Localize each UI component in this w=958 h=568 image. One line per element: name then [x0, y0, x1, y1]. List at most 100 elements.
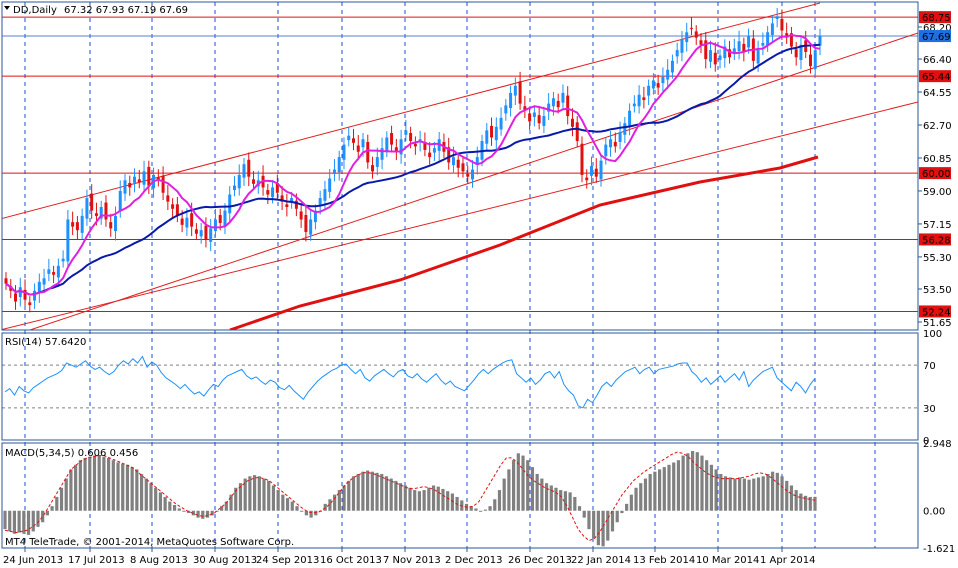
macd-histogram-bar[interactable] [450, 493, 454, 511]
macd-histogram-bar[interactable] [125, 464, 130, 511]
candle-body[interactable] [775, 16, 779, 19]
candle-body[interactable] [380, 148, 384, 160]
macd-histogram-bar[interactable] [629, 494, 633, 511]
candle-body[interactable] [471, 169, 475, 180]
candle-body[interactable] [675, 50, 679, 57]
macd-histogram-bar[interactable] [139, 473, 144, 511]
candle-body[interactable] [632, 103, 636, 107]
macd-histogram-bar[interactable] [446, 491, 450, 511]
macd-histogram-bar[interactable] [620, 510, 624, 514]
candle-body[interactable] [375, 157, 379, 167]
candle-body[interactable] [647, 85, 651, 96]
macd-histogram-bar[interactable] [149, 483, 153, 511]
macd-histogram-bar[interactable] [276, 490, 280, 511]
macd-histogram-bar[interactable] [102, 456, 106, 511]
macd-histogram-bar[interactable] [549, 485, 553, 511]
candle-body[interactable] [113, 215, 117, 232]
candle-body[interactable] [52, 272, 56, 275]
macd-histogram-bar[interactable] [130, 467, 134, 511]
macd-histogram-bar[interactable] [648, 473, 652, 511]
macd-histogram-bar[interactable] [257, 476, 261, 511]
candle-body[interactable] [818, 36, 822, 46]
macd-histogram-bar[interactable] [441, 488, 445, 511]
candle-body[interactable] [799, 44, 803, 60]
macd-histogram-bar[interactable] [333, 494, 337, 511]
candle-body[interactable] [728, 49, 732, 58]
macd-histogram-bar[interactable] [55, 496, 59, 511]
macd-histogram-bar[interactable] [267, 480, 271, 511]
candle-body[interactable] [280, 195, 284, 202]
candle-body[interactable] [23, 289, 27, 300]
macd-histogram-bar[interactable] [643, 478, 648, 511]
macd-histogram-bar[interactable] [808, 496, 812, 511]
macd-histogram-bar[interactable] [361, 471, 365, 511]
macd-histogram-bar[interactable] [252, 475, 257, 511]
macd-histogram-bar[interactable] [281, 494, 285, 511]
candle-body[interactable] [685, 32, 689, 43]
macd-histogram-bar[interactable] [12, 510, 17, 534]
macd-histogram-bar[interactable] [22, 510, 26, 534]
channel-line[interactable] [29, 32, 918, 330]
macd-histogram-bar[interactable] [323, 503, 327, 511]
candle-body[interactable] [133, 176, 137, 183]
macd-histogram-bar[interactable] [714, 469, 718, 511]
candle-body[interactable] [347, 135, 351, 141]
candle-body[interactable] [456, 159, 460, 168]
candle-body[interactable] [42, 278, 46, 285]
candle-body[interactable] [242, 164, 246, 178]
macd-histogram-bar[interactable] [474, 508, 478, 511]
candle-body[interactable] [175, 204, 179, 216]
candle-body[interactable] [594, 168, 598, 177]
candle-body[interactable] [166, 195, 170, 202]
candle-body[interactable] [785, 33, 789, 38]
macd-histogram-bar[interactable] [215, 510, 219, 512]
macd-histogram-bar[interactable] [413, 490, 417, 511]
candle-body[interactable] [732, 48, 736, 53]
candle-body[interactable] [709, 50, 713, 62]
candle-body[interactable] [718, 55, 722, 60]
candle-body[interactable] [599, 160, 603, 180]
macd-histogram-bar[interactable] [64, 478, 68, 511]
macd-histogram-bar[interactable] [775, 472, 779, 511]
macd-histogram-bar[interactable] [309, 510, 313, 518]
macd-histogram-bar[interactable] [554, 487, 558, 511]
candle-body[interactable] [299, 211, 303, 220]
macd-histogram-bar[interactable] [26, 510, 31, 535]
macd-histogram-bar[interactable] [158, 492, 163, 511]
macd-histogram-bar[interactable] [587, 510, 591, 530]
candle-body[interactable] [190, 213, 194, 227]
macd-signal-line[interactable] [4, 451, 816, 542]
macd-histogram-bar[interactable] [116, 462, 120, 511]
candle-body[interactable] [109, 222, 113, 229]
macd-histogram-bar[interactable] [431, 485, 436, 511]
macd-histogram-bar[interactable] [337, 490, 341, 511]
macd-histogram-bar[interactable] [676, 460, 681, 511]
macd-histogram-bar[interactable] [224, 501, 228, 511]
macd-histogram-bar[interactable] [719, 473, 723, 511]
candle-body[interactable] [570, 118, 574, 127]
candle-body[interactable] [252, 179, 256, 184]
candle-body[interactable] [271, 187, 275, 198]
candle-body[interactable] [4, 278, 8, 284]
candle-body[interactable] [466, 174, 470, 177]
candle-body[interactable] [171, 204, 175, 209]
macd-histogram-bar[interactable] [512, 460, 516, 511]
candle-body[interactable] [542, 116, 546, 126]
macd-histogram-bar[interactable] [243, 478, 247, 511]
candle-body[interactable] [80, 215, 84, 233]
macd-histogram-bar[interactable] [601, 510, 605, 547]
macd-histogram-bar[interactable] [657, 469, 662, 511]
candle-body[interactable] [590, 166, 594, 176]
candle-body[interactable] [33, 290, 37, 301]
candle-body[interactable] [385, 137, 389, 151]
macd-histogram-bar[interactable] [469, 506, 473, 511]
macd-histogram-bar[interactable] [229, 494, 233, 511]
candle-body[interactable] [547, 103, 551, 112]
moving-average-fast[interactable] [5, 33, 821, 296]
candle-body[interactable] [747, 35, 751, 48]
candle-body[interactable] [409, 133, 413, 142]
macd-histogram-bar[interactable] [530, 467, 535, 511]
candle-body[interactable] [337, 157, 341, 173]
macd-histogram-bar[interactable] [540, 478, 544, 511]
macd-histogram-bar[interactable] [672, 462, 676, 511]
